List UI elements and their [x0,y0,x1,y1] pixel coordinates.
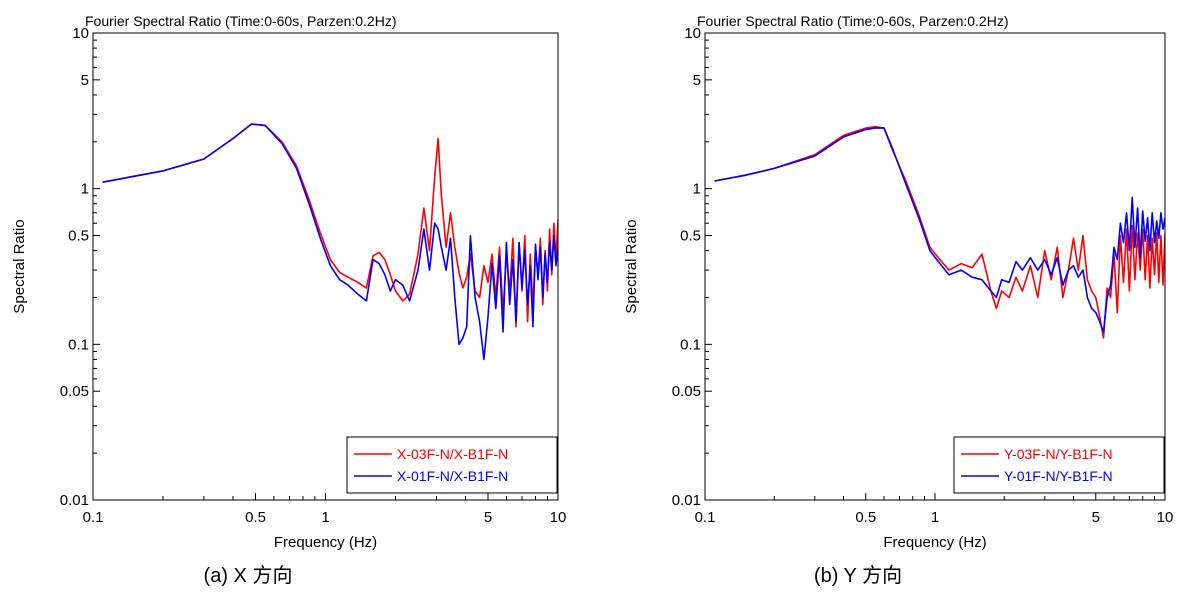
chart-title: Fourier Spectral Ratio (Time:0-60s, Parz… [697,13,1008,29]
legend: Y-03F-N/Y-B1F-N Y-01F-N/Y-B1F-N [953,436,1165,494]
y-tick-label: 0.01 [60,492,89,509]
y-axis-label: Spectral Ratio [623,219,640,313]
y-tick-label: 10 [684,25,701,42]
plot-frame [92,32,559,501]
series-line-blue [102,123,558,361]
y-tick-label: 0.5 [68,228,89,245]
x-tick-label: 10 [550,509,567,526]
legend-box [953,436,1165,494]
x-tick-label: 0.1 [695,509,716,526]
x-tick-label: 0.5 [245,509,266,526]
y-tick-label: 1 [693,181,701,198]
figure-caption: (b) Y 方向 [814,564,902,587]
y-axis-label: Spectral Ratio [11,219,28,313]
x-tick-label: 5 [1092,509,1100,526]
chart-title: Fourier Spectral Ratio (Time:0-60s, Parz… [85,13,396,29]
x-tick-label: 1 [931,509,939,526]
y-tick-label: 10 [72,25,89,42]
x-tick-label: 0.5 [855,509,876,526]
legend: X-03F-N/X-B1F-N X-01F-N/X-B1F-N [346,436,558,494]
series-line-blue [714,127,1165,333]
y-tick-label: 0.05 [672,383,701,400]
x-tick-label: 0.1 [83,509,104,526]
y-tick-label: 0.5 [680,228,701,245]
y-tick-label: 0.1 [68,336,89,353]
legend-box [346,436,558,494]
x-tick-label: 5 [484,509,492,526]
y-tick-label: 0.1 [680,336,701,353]
x-axis-label: Frequency (Hz) [274,534,377,551]
x-tick-label: 1 [321,509,329,526]
y-tick-label: 5 [693,72,701,89]
y-tick-label: 5 [81,72,89,89]
plot-frame [704,32,1166,501]
y-tick-label: 0.01 [672,492,701,509]
x-axis-label: Frequency (Hz) [883,534,986,551]
legend-entry: X-03F-N/X-B1F-N [397,446,508,462]
legend-entry: Y-03F-N/Y-B1F-N [1004,446,1113,462]
x-tick-label: 10 [1157,509,1174,526]
figure-caption: (a) X 方向 [204,564,293,587]
y-tick-label: 1 [81,181,89,198]
legend-entry: X-01F-N/X-B1F-N [397,468,508,484]
series-line-red [714,125,1165,339]
y-tick-label: 0.05 [60,383,89,400]
legend-entry: Y-01F-N/Y-B1F-N [1004,468,1113,484]
